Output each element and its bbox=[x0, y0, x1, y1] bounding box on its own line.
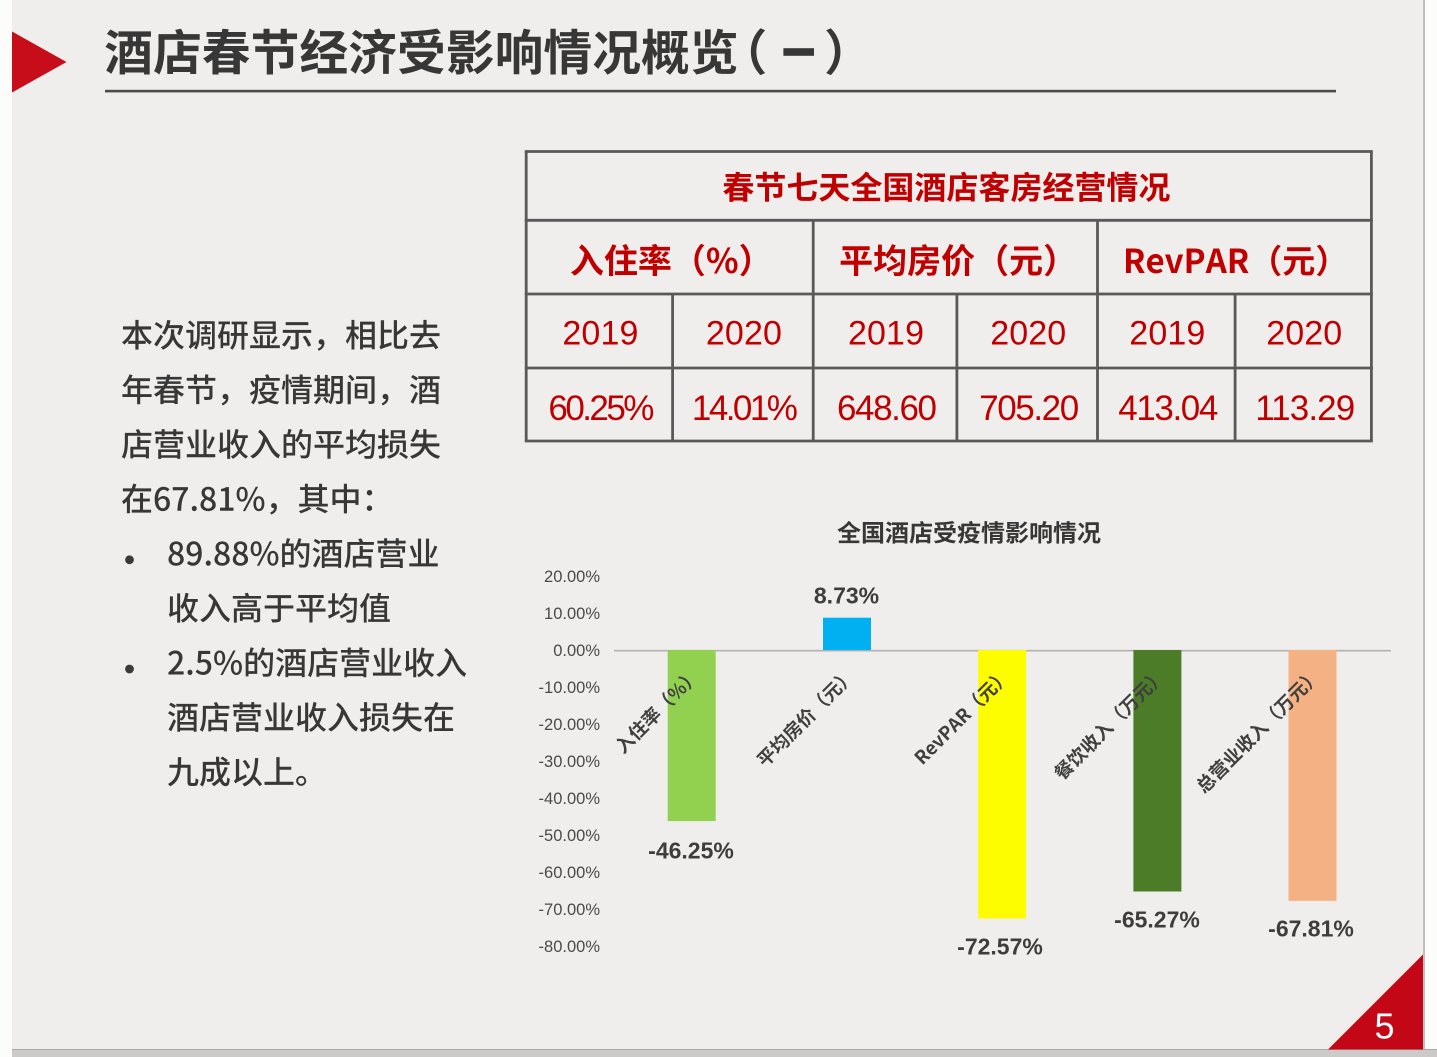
svg-text:5: 5 bbox=[1374, 1006, 1394, 1047]
svg-text:2019: 2019 bbox=[1129, 315, 1205, 353]
svg-text:2020: 2020 bbox=[706, 315, 782, 353]
svg-text:10.00%: 10.00% bbox=[544, 605, 600, 623]
svg-text:-80.00%: -80.00% bbox=[539, 938, 601, 956]
svg-text:20.00%: 20.00% bbox=[544, 568, 600, 586]
svg-text:-46.25%: -46.25% bbox=[648, 837, 734, 863]
svg-text:-67.81%: -67.81% bbox=[1268, 915, 1354, 941]
svg-text:-60.00%: -60.00% bbox=[539, 864, 601, 882]
svg-text:705.20: 705.20 bbox=[979, 389, 1079, 428]
svg-text:648.60: 648.60 bbox=[837, 389, 937, 428]
svg-text:413.04: 413.04 bbox=[1118, 389, 1218, 428]
svg-text:-65.27%: -65.27% bbox=[1114, 906, 1200, 932]
svg-text:-20.00%: -20.00% bbox=[539, 716, 601, 734]
svg-text:8.73%: 8.73% bbox=[814, 582, 879, 608]
svg-text:2019: 2019 bbox=[562, 315, 638, 353]
svg-text:2019: 2019 bbox=[848, 315, 924, 353]
svg-text:14.01%: 14.01% bbox=[692, 389, 798, 428]
svg-text:2020: 2020 bbox=[1266, 315, 1342, 353]
svg-text:0.00%: 0.00% bbox=[553, 642, 600, 660]
svg-text:-30.00%: -30.00% bbox=[539, 753, 601, 771]
svg-text:-72.57%: -72.57% bbox=[957, 933, 1043, 959]
svg-text:113.29: 113.29 bbox=[1255, 389, 1355, 428]
svg-text:-50.00%: -50.00% bbox=[539, 827, 601, 845]
svg-text:60.25%: 60.25% bbox=[548, 389, 654, 428]
svg-text:2020: 2020 bbox=[990, 315, 1066, 353]
svg-text:-70.00%: -70.00% bbox=[539, 901, 601, 919]
svg-text:-10.00%: -10.00% bbox=[539, 679, 601, 697]
svg-text:-40.00%: -40.00% bbox=[539, 790, 601, 808]
